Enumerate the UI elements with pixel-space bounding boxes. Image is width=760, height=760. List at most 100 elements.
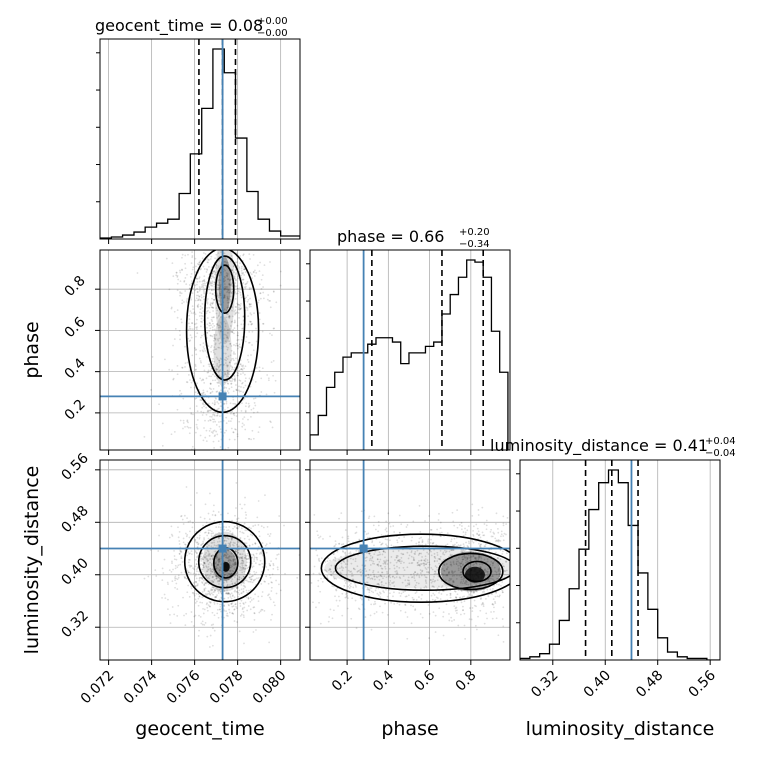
sample-point [201,406,204,409]
sample-point [415,591,418,593]
sample-point [457,589,460,592]
sample-point [216,309,219,312]
sample-point [354,599,357,602]
sample-point [206,261,209,264]
sample-point [225,286,228,288]
sample-point [184,577,186,579]
sample-point [497,557,499,560]
sample-point [352,579,355,581]
panel-luminosity-distance-vs-phase-content [310,460,510,660]
sample-point [228,314,231,317]
sample-point [173,613,176,616]
sample-point [379,553,382,556]
sample-point [227,603,230,606]
sample-point [179,334,181,337]
sample-point [179,563,182,566]
sample-point [460,571,462,574]
sample-point [479,566,482,568]
sample-point [215,264,218,267]
sample-point [275,301,278,304]
sample-point [231,587,234,590]
sample-point [445,568,448,571]
sample-point [223,294,226,297]
sample-point [235,384,237,386]
sample-point [235,524,238,527]
sample-point [238,308,241,311]
sample-point [188,536,191,539]
sample-point [233,277,236,279]
sample-point [235,311,238,314]
sample-point [199,299,202,302]
sample-point [335,589,338,592]
sample-point [200,267,202,270]
sample-point [198,315,201,317]
sample-point [190,381,193,384]
sample-point [380,543,382,546]
sample-point [231,569,233,572]
sample-point [200,317,203,320]
sample-point [217,346,220,349]
sample-point [328,569,330,572]
sample-point [500,584,502,587]
sample-point [225,400,228,403]
sample-point [467,545,470,548]
sample-point [257,545,260,548]
sample-point [199,325,202,328]
sample-point [195,294,198,297]
sample-point [232,559,235,562]
sample-point [201,315,204,318]
sample-point [248,580,251,583]
sample-point [441,573,444,575]
sample-point [230,592,233,595]
sample-point [232,605,235,608]
sample-point [445,603,448,606]
sample-point [213,550,216,553]
sample-point [498,569,501,571]
sample-point [212,301,215,304]
sample-point [218,557,221,560]
sample-point [386,563,389,565]
sample-point [455,596,458,599]
sample-point [179,271,182,274]
sample-point [219,294,221,297]
sample-point [210,579,212,582]
sample-point [413,598,415,601]
sample-point [217,339,220,342]
sample-point [227,592,230,594]
sample-point [219,376,222,379]
sample-point [396,565,398,568]
sample-point [214,574,217,577]
sample-point [393,603,396,605]
sample-point [223,280,226,283]
sample-point [432,542,434,545]
sample-point [466,556,469,559]
sample-point [387,575,390,578]
sample-point [238,557,241,560]
sample-point [236,545,239,548]
sample-point [199,305,202,308]
sample-point [378,583,381,586]
sample-point [433,560,436,562]
sample-point [202,379,205,381]
sample-point [490,528,493,531]
sample-point [448,579,450,582]
sample-point [227,301,230,304]
sample-point [202,310,205,313]
sample-point [268,562,271,565]
sample-point [467,583,470,586]
sample-point [342,559,345,562]
sample-point [204,553,207,556]
sample-point [243,268,245,271]
sample-point [335,588,337,591]
sample-point [187,520,190,523]
sample-point [202,252,205,254]
sample-point [397,549,400,552]
sample-point [450,549,453,552]
hist-step-geocent-time [100,48,300,239]
sample-point [457,556,460,559]
sample-point [233,310,236,313]
sample-point [259,261,262,264]
sample-point [347,535,350,538]
sample-point [205,521,208,524]
sample-point [188,314,190,317]
